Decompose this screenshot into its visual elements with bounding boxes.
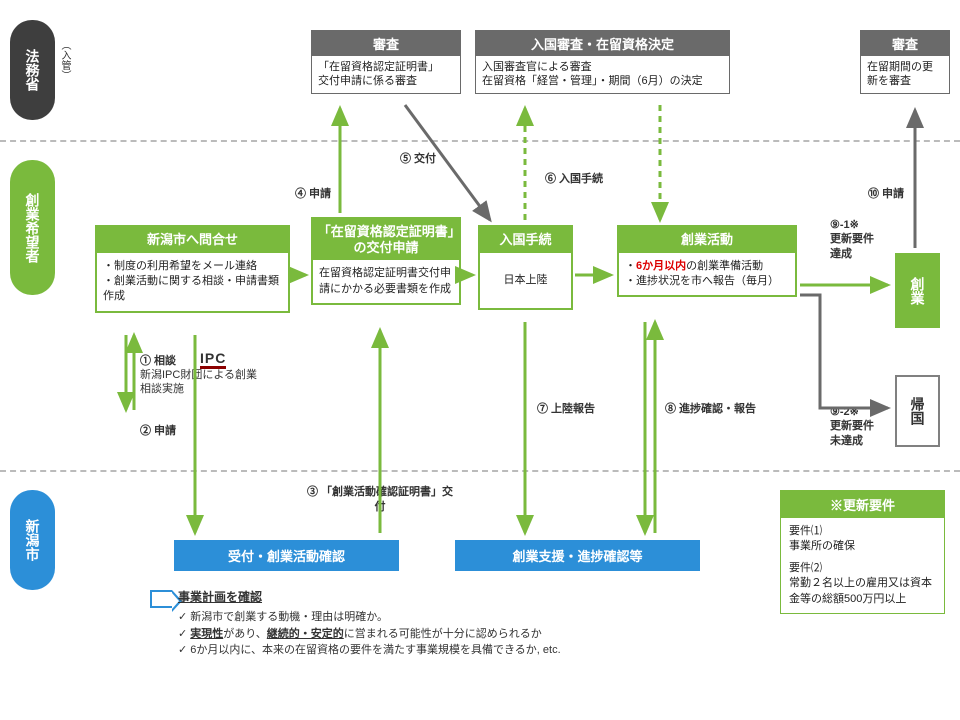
step-1-sub: 新潟IPC財団による創業相談実施 [140, 368, 260, 397]
box-immigration: 入国審査・在留資格決定 入国審査官による審査 在留資格「経営・管理」・期間（6月… [475, 30, 730, 94]
plan-title: 事業計画を確認 [178, 590, 262, 604]
blue-right: 創業支援・進捗確認等 [455, 540, 700, 571]
card-entry: 入国手続 日本上陸 [478, 225, 573, 310]
card-inquiry-body: ・制度の利用希望をメール連絡 ・創業活動に関する相談・申請書類作成 [97, 253, 288, 311]
step-8: ⑧ 進捗確認・報告 [665, 400, 756, 416]
req-title: ※更新要件 [781, 491, 944, 518]
step-4: ④ 申請 [295, 185, 331, 201]
card-activity-body: ・6か月以内の創業準備活動 ・進捗状況を市へ報告（毎月） [619, 253, 795, 296]
lane-moj-sub: （入管） [57, 40, 72, 80]
step-3: ③ 「創業活動確認証明書」交付 [305, 485, 455, 516]
step-9-1: ⑨-1※ 更新要件 達成 [830, 218, 874, 261]
card-inquiry: 新潟市へ問合せ ・制度の利用希望をメール連絡 ・創業活動に関する相談・申請書類作… [95, 225, 290, 313]
step-7: ⑦ 上陸報告 [537, 400, 595, 416]
lane-applicant: 創業希望者 [10, 160, 55, 295]
card-cert: 「在留資格認定証明書」の交付申請 在留資格認定証明書交付申請にかかる必要書類を作… [311, 217, 461, 305]
arrow-icon [150, 590, 172, 608]
card-startup: 創業 [895, 253, 940, 328]
box-review2-body: 在留期間の更新を審査 [861, 56, 949, 93]
card-entry-body: 日本上陸 [480, 253, 571, 308]
step-6: ⑥ 入国手続 [545, 170, 603, 186]
card-cert-body: 在留資格認定証明書交付申請にかかる必要書類を作成 [313, 260, 459, 303]
box-review-body: 「在留資格認定証明書」 交付申請に係る審査 [312, 56, 460, 93]
plan-check-1: 新潟市で創業する動機・理由は明確か。 [178, 609, 728, 626]
card-inquiry-title: 新潟市へ問合せ [97, 227, 288, 253]
step-1: ① 相談 [140, 352, 176, 368]
box-review-title: 審査 [312, 31, 460, 56]
box-immigration-body: 入国審査官による審査 在留資格「経営・管理」・期間（6月）の決定 [476, 56, 729, 93]
card-entry-title: 入国手続 [480, 227, 571, 253]
card-activity: 創業活動 ・6か月以内の創業準備活動 ・進捗状況を市へ報告（毎月） [617, 225, 797, 297]
card-activity-title: 創業活動 [619, 227, 795, 253]
step-10: ⑩ 申請 [868, 185, 904, 201]
plan-check-3: 6か月以内に、本来の在留資格の要件を満たす事業規模を具備できるか, etc. [178, 642, 728, 659]
lane-moj: 法務省 [10, 20, 55, 120]
blue-left: 受付・創業活動確認 [174, 540, 399, 571]
req-box: ※更新要件 要件⑴ 事業所の確保 要件⑵ 常勤２名以上の雇用又は資本金等の総額5… [780, 490, 945, 614]
req-body: 要件⑴ 事業所の確保 要件⑵ 常勤２名以上の雇用又は資本金等の総額500万円以上 [781, 518, 944, 613]
lane-city: 新潟市 [10, 490, 55, 590]
step-2: ② 申請 [140, 422, 176, 438]
step-9-2: ⑨-2※ 更新要件 未達成 [830, 405, 874, 448]
ipc-logo: IPC [200, 350, 226, 369]
plan-note: 事業計画を確認 新潟市で創業する動機・理由は明確か。 実現性があり、継続的・安定… [178, 588, 728, 659]
plan-check-2: 実現性があり、継続的・安定的に営まれる可能性が十分に認められるか [178, 626, 728, 643]
step-5: ⑤ 交付 [400, 150, 436, 166]
card-return: 帰国 [895, 375, 940, 447]
box-review2: 審査 在留期間の更新を審査 [860, 30, 950, 94]
card-cert-title: 「在留資格認定証明書」の交付申請 [313, 219, 459, 260]
box-immigration-title: 入国審査・在留資格決定 [476, 31, 729, 56]
box-review2-title: 審査 [861, 31, 949, 56]
box-review: 審査 「在留資格認定証明書」 交付申請に係る審査 [311, 30, 461, 94]
